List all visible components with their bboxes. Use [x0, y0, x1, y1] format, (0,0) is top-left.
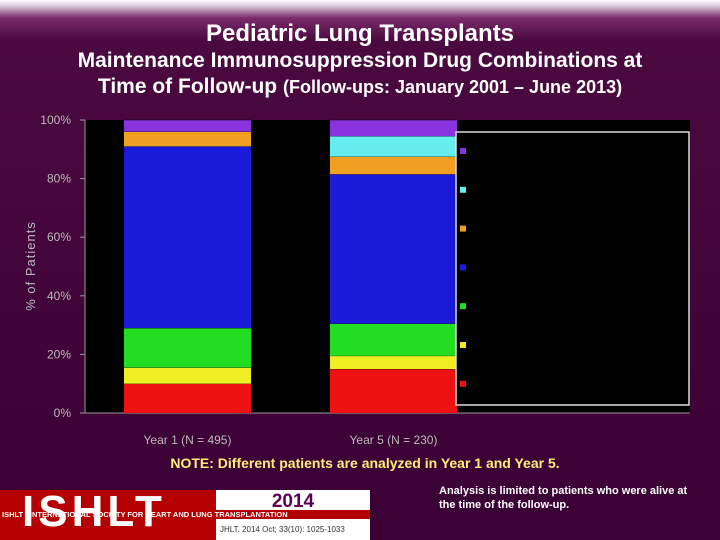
legend-swatch [460, 380, 466, 387]
ishlt-logo: ISHLT [0, 487, 216, 540]
analysis-text: Analysis is limited to patients who were… [439, 485, 688, 511]
bar-segment [124, 120, 251, 132]
bar-segment [330, 136, 457, 157]
bar-segment [124, 383, 251, 413]
legend-swatch [460, 225, 466, 232]
y-tick-label: 40% [47, 289, 71, 303]
chart-subtitle-line2: Time of Follow-up (Follow-ups: January 2… [0, 75, 720, 99]
logo-year: 2014 [271, 491, 315, 512]
bar-segment [330, 369, 457, 413]
bar-segment [330, 174, 457, 324]
bar-segment [330, 323, 457, 356]
y-tick-label: 20% [47, 347, 71, 361]
legend-swatch [460, 342, 466, 348]
legend-swatch [460, 303, 466, 310]
note-text: NOTE: Different patients are analyzed in… [170, 455, 560, 471]
chart-subtitle-line1: Maintenance Immunosuppression Drug Combi… [77, 49, 643, 72]
bar-segment [124, 131, 251, 147]
bar-segment [124, 328, 251, 368]
logo-wordmark: ISHLT [22, 487, 166, 536]
citation: JHLT. 2014 Oct; 33(10): 1025-1033 [220, 525, 345, 534]
bar-segment [124, 367, 251, 384]
bar-segment [124, 146, 251, 329]
chart-title: Pediatric Lung Transplants [205, 20, 515, 47]
legend-swatch [460, 186, 466, 193]
subtitle-text: Time of Follow-up [97, 75, 278, 98]
x-tick-label: Year 5 (N = 230) [350, 433, 438, 447]
y-tick-label: 80% [47, 172, 71, 186]
logo-band [216, 510, 370, 519]
y-tick-label: 60% [47, 230, 71, 244]
y-tick-label: 0% [54, 406, 72, 420]
subtitle-date-range: (Follow-ups: January 2001 – June 2013) [282, 77, 623, 97]
bar-segment [330, 120, 457, 137]
logo-tagline: ISHLT • INTERNATIONAL SOCIETY FOR HEART … [2, 510, 288, 519]
bar-segment [330, 156, 457, 175]
legend-box [455, 131, 690, 406]
legend-swatch [460, 148, 466, 154]
legend-swatch [460, 264, 466, 271]
bar-segment [330, 355, 457, 370]
x-tick-label: Year 1 (N = 495) [144, 433, 232, 447]
y-axis-label: % of Patients [23, 221, 38, 311]
y-tick-label: 100% [40, 113, 71, 127]
